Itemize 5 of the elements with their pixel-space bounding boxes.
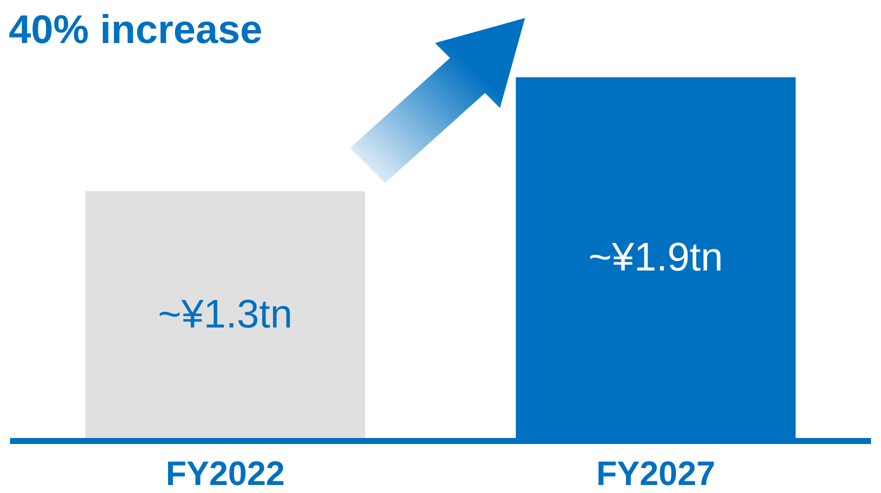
data-label: ~¥1.3tn bbox=[158, 292, 293, 337]
chart-title: 40% increase bbox=[8, 8, 262, 52]
x-tick-label: FY2027 bbox=[596, 454, 716, 493]
x-tick-label: FY2022 bbox=[166, 454, 285, 493]
data-label: ~¥1.9tn bbox=[588, 236, 724, 280]
